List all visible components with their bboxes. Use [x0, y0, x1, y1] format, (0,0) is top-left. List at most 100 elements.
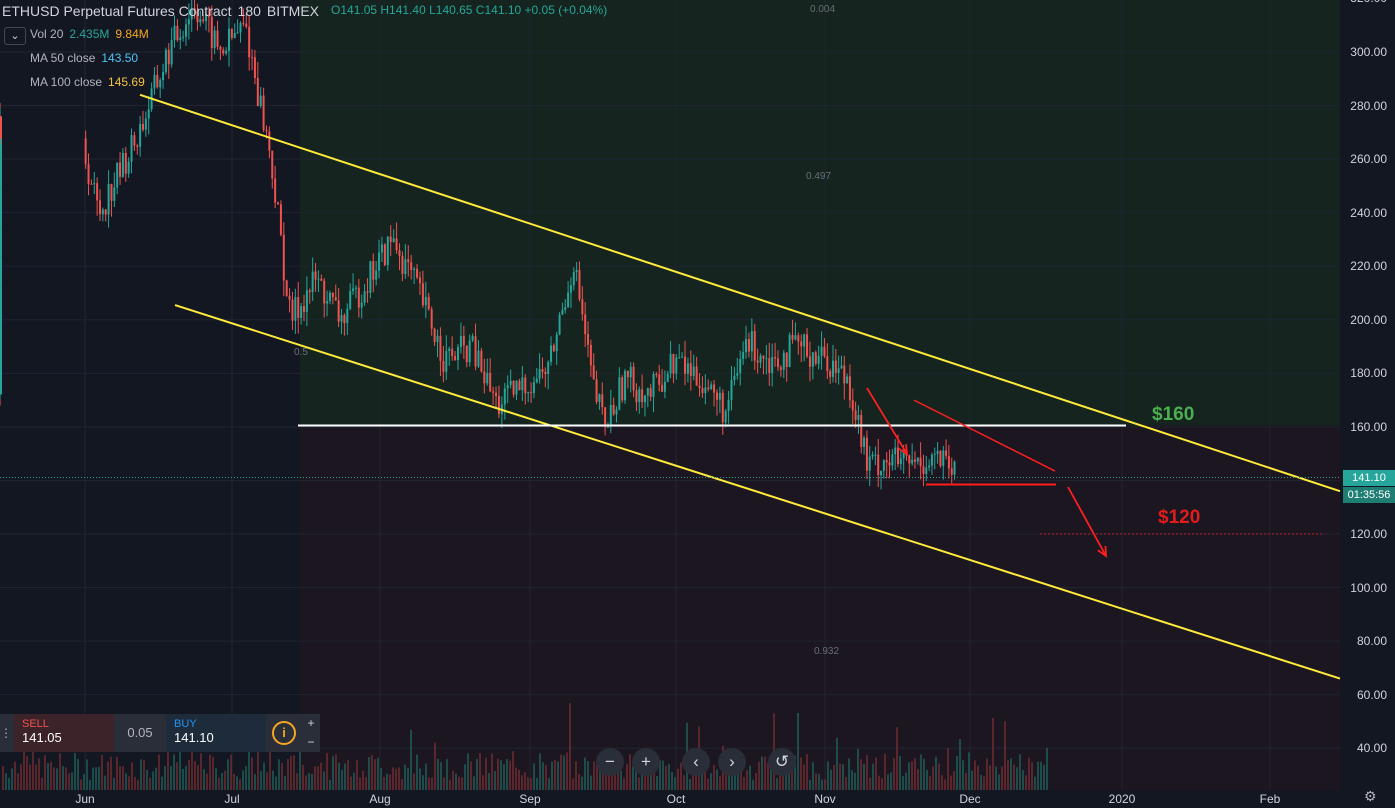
candle: [167, 49, 170, 65]
volume-bar: [335, 754, 337, 790]
volume-bar: [425, 763, 427, 790]
candle: [894, 447, 897, 455]
candle: [0, 227, 2, 257]
volume-bar: [65, 767, 67, 790]
volume-bar: [26, 756, 28, 790]
volume-bar: [8, 777, 10, 790]
zoom-out-button[interactable]: −: [596, 748, 624, 776]
volume-bar: [941, 774, 943, 790]
candle: [346, 308, 349, 324]
candle: [750, 331, 753, 352]
interval-label[interactable]: 180: [237, 3, 261, 19]
candle: [107, 184, 110, 215]
candle: [139, 123, 142, 147]
chevron-down-icon[interactable]: ⌄: [4, 27, 26, 45]
candle: [262, 95, 265, 130]
legend-volume[interactable]: Vol 20 2.435M 9.84M: [30, 27, 149, 41]
volume-bar: [575, 761, 577, 790]
candle: [713, 384, 716, 393]
price-tick-label: 80.00: [1356, 634, 1387, 649]
decrease-button[interactable]: −: [307, 735, 315, 749]
volume-bar: [629, 754, 631, 790]
volume-bar: [365, 777, 367, 790]
candle: [159, 80, 162, 88]
volume-bar: [125, 773, 127, 790]
drag-handle[interactable]: ⋮⋮: [0, 714, 24, 752]
candle: [383, 244, 386, 266]
legend-ma50[interactable]: MA 50 close 143.50: [30, 51, 139, 65]
volume-bar: [752, 779, 754, 790]
candle: [196, 10, 199, 23]
volume-bar: [305, 775, 307, 790]
volume-bar: [758, 761, 760, 790]
volume-bar: [794, 755, 796, 790]
volume-bar: [548, 778, 550, 790]
candle: [133, 135, 136, 146]
volume-bar: [347, 760, 349, 790]
candle: [632, 366, 635, 391]
scroll-left-button[interactable]: ‹: [682, 748, 710, 776]
info-icon[interactable]: i: [266, 714, 302, 752]
candle: [888, 462, 891, 466]
zoom-in-button[interactable]: +: [632, 748, 660, 776]
time-tick-label: Nov: [814, 792, 836, 806]
candle: [0, 155, 2, 161]
volume-bar: [53, 767, 55, 790]
price-tick-label: 100.00: [1350, 580, 1387, 595]
candle: [762, 355, 765, 359]
volume-bar: [386, 773, 388, 790]
candle: [320, 278, 323, 281]
volume-bar: [173, 754, 175, 790]
candle: [340, 315, 343, 322]
candle: [259, 95, 262, 106]
symbol-name[interactable]: ETHUSD Perpetual Futures Contract: [2, 3, 232, 19]
candle: [380, 244, 383, 253]
candle: [747, 339, 750, 352]
volume-bar: [467, 753, 469, 790]
scroll-right-button[interactable]: ›: [718, 748, 746, 776]
volume-bar: [377, 758, 379, 790]
volume-bar: [839, 763, 841, 790]
volume-bar: [920, 754, 922, 790]
fib-label: 0.5: [294, 347, 308, 358]
arrow-down-2: [1067, 486, 1107, 557]
candle: [863, 437, 866, 447]
candle: [626, 370, 629, 378]
price-tick-label: 300.00: [1350, 45, 1387, 59]
candle: [547, 361, 550, 374]
candle: [433, 328, 436, 343]
volume-bar: [428, 777, 430, 790]
sell-button[interactable]: SELL 141.05: [14, 714, 114, 752]
candle: [698, 385, 701, 388]
legend-title: ETHUSD Perpetual Futures Contract 180 BI…: [2, 3, 607, 19]
candle: [407, 259, 410, 263]
volume-bar: [815, 773, 817, 790]
volume-bar: [635, 758, 637, 790]
volume-bar: [530, 778, 532, 790]
volume-bar: [818, 773, 820, 790]
increase-button[interactable]: +: [307, 716, 315, 730]
volume-bar: [527, 777, 529, 790]
candle: [372, 261, 375, 280]
legend-ma100[interactable]: MA 100 close 145.69: [30, 75, 145, 89]
gear-icon[interactable]: ⚙: [1364, 788, 1377, 804]
volume-bar: [35, 764, 37, 790]
candle: [454, 356, 457, 360]
volume-bar: [434, 742, 436, 790]
trade-panel: ⋮⋮ SELL 141.05 0.05 BUY 141.10 i + −: [0, 714, 320, 752]
volume-bar: [800, 757, 802, 790]
volume-bar: [488, 773, 490, 790]
candle: [256, 78, 259, 106]
candle: [317, 278, 320, 280]
buy-button[interactable]: BUY 141.10: [166, 714, 266, 752]
candle: [291, 299, 294, 321]
candle: [303, 306, 306, 313]
volume-bar: [893, 758, 895, 790]
volume-bar: [17, 773, 19, 790]
reset-chart-button[interactable]: ↺: [768, 748, 796, 776]
volume-bar: [998, 774, 1000, 790]
candle: [658, 374, 661, 385]
candle: [251, 57, 254, 59]
